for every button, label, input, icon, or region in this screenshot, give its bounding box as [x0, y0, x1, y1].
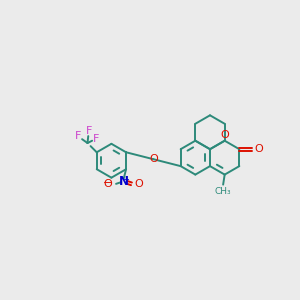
Text: O: O [134, 179, 143, 189]
Text: F: F [93, 134, 99, 144]
Text: O: O [254, 144, 263, 154]
Text: N: N [119, 176, 129, 188]
Text: CH₃: CH₃ [215, 187, 231, 196]
Text: F: F [75, 131, 81, 141]
Text: O: O [149, 154, 158, 164]
Text: F: F [86, 127, 92, 136]
Text: O: O [103, 179, 112, 189]
Text: O: O [220, 130, 229, 140]
Text: +: + [123, 175, 130, 184]
Text: −: − [103, 178, 112, 188]
